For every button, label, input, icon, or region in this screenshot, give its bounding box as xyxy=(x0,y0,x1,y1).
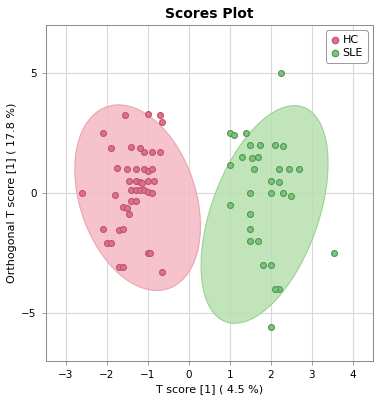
HC xyxy=(147,250,153,256)
SLE xyxy=(286,166,292,172)
SLE xyxy=(272,142,278,148)
HC xyxy=(145,188,151,195)
HC xyxy=(120,264,126,271)
HC xyxy=(128,198,135,205)
SLE xyxy=(247,211,253,218)
Ellipse shape xyxy=(75,105,201,290)
SLE xyxy=(268,324,274,330)
HC xyxy=(149,166,155,172)
HC xyxy=(145,110,151,117)
Title: Scores Plot: Scores Plot xyxy=(165,7,253,21)
HC xyxy=(127,211,133,218)
HC xyxy=(137,187,143,194)
HC xyxy=(79,190,86,196)
SLE xyxy=(276,179,282,185)
HC xyxy=(145,168,151,174)
Ellipse shape xyxy=(201,105,328,323)
SLE xyxy=(272,286,278,292)
HC xyxy=(120,204,126,211)
SLE xyxy=(288,193,294,200)
SLE xyxy=(247,226,253,232)
SLE xyxy=(231,132,237,138)
SLE xyxy=(331,250,337,256)
SLE xyxy=(280,190,286,196)
HC xyxy=(137,145,143,152)
HC xyxy=(116,264,122,271)
SLE xyxy=(247,142,253,148)
HC xyxy=(141,149,147,155)
SLE xyxy=(243,130,249,136)
SLE xyxy=(257,142,263,148)
SLE xyxy=(227,202,233,208)
HC xyxy=(112,192,118,198)
SLE xyxy=(268,190,274,196)
HC xyxy=(128,144,135,150)
HC xyxy=(128,187,135,194)
SLE xyxy=(276,286,282,292)
HC xyxy=(100,226,106,232)
SLE xyxy=(227,130,233,136)
HC xyxy=(100,130,106,136)
SLE xyxy=(276,166,282,172)
HC xyxy=(141,166,147,172)
SLE xyxy=(296,166,302,172)
HC xyxy=(145,178,151,184)
SLE xyxy=(280,143,286,149)
HC xyxy=(133,187,139,194)
Y-axis label: Orthogonal T score [1] ( 17.8 %): Orthogonal T score [1] ( 17.8 %) xyxy=(7,103,17,283)
HC xyxy=(141,187,147,194)
SLE xyxy=(268,262,274,268)
HC xyxy=(133,166,139,172)
HC xyxy=(149,190,155,196)
HC xyxy=(157,111,163,118)
HC xyxy=(145,250,151,256)
SLE xyxy=(247,238,253,244)
HC xyxy=(116,227,122,233)
HC xyxy=(133,198,139,205)
SLE xyxy=(268,178,274,184)
HC xyxy=(127,178,133,184)
SLE xyxy=(239,154,245,160)
SLE xyxy=(227,162,233,168)
HC xyxy=(137,179,143,185)
SLE xyxy=(249,155,255,161)
HC xyxy=(122,111,128,118)
HC xyxy=(159,119,165,125)
HC xyxy=(120,226,126,232)
HC xyxy=(108,240,114,247)
SLE xyxy=(260,262,266,268)
HC xyxy=(149,149,155,155)
HC xyxy=(108,145,114,152)
HC xyxy=(124,166,130,172)
Legend: HC, SLE: HC, SLE xyxy=(326,30,367,63)
HC xyxy=(104,240,110,247)
HC xyxy=(159,269,165,275)
HC xyxy=(139,180,145,186)
SLE xyxy=(247,190,253,196)
HC xyxy=(151,178,157,184)
HC xyxy=(133,178,139,184)
X-axis label: T score [1] ( 4.5 %): T score [1] ( 4.5 %) xyxy=(156,384,263,394)
SLE xyxy=(251,166,257,172)
HC xyxy=(124,205,130,212)
SLE xyxy=(278,70,284,76)
SLE xyxy=(255,238,261,244)
HC xyxy=(114,164,120,171)
SLE xyxy=(255,154,261,160)
HC xyxy=(157,149,163,155)
